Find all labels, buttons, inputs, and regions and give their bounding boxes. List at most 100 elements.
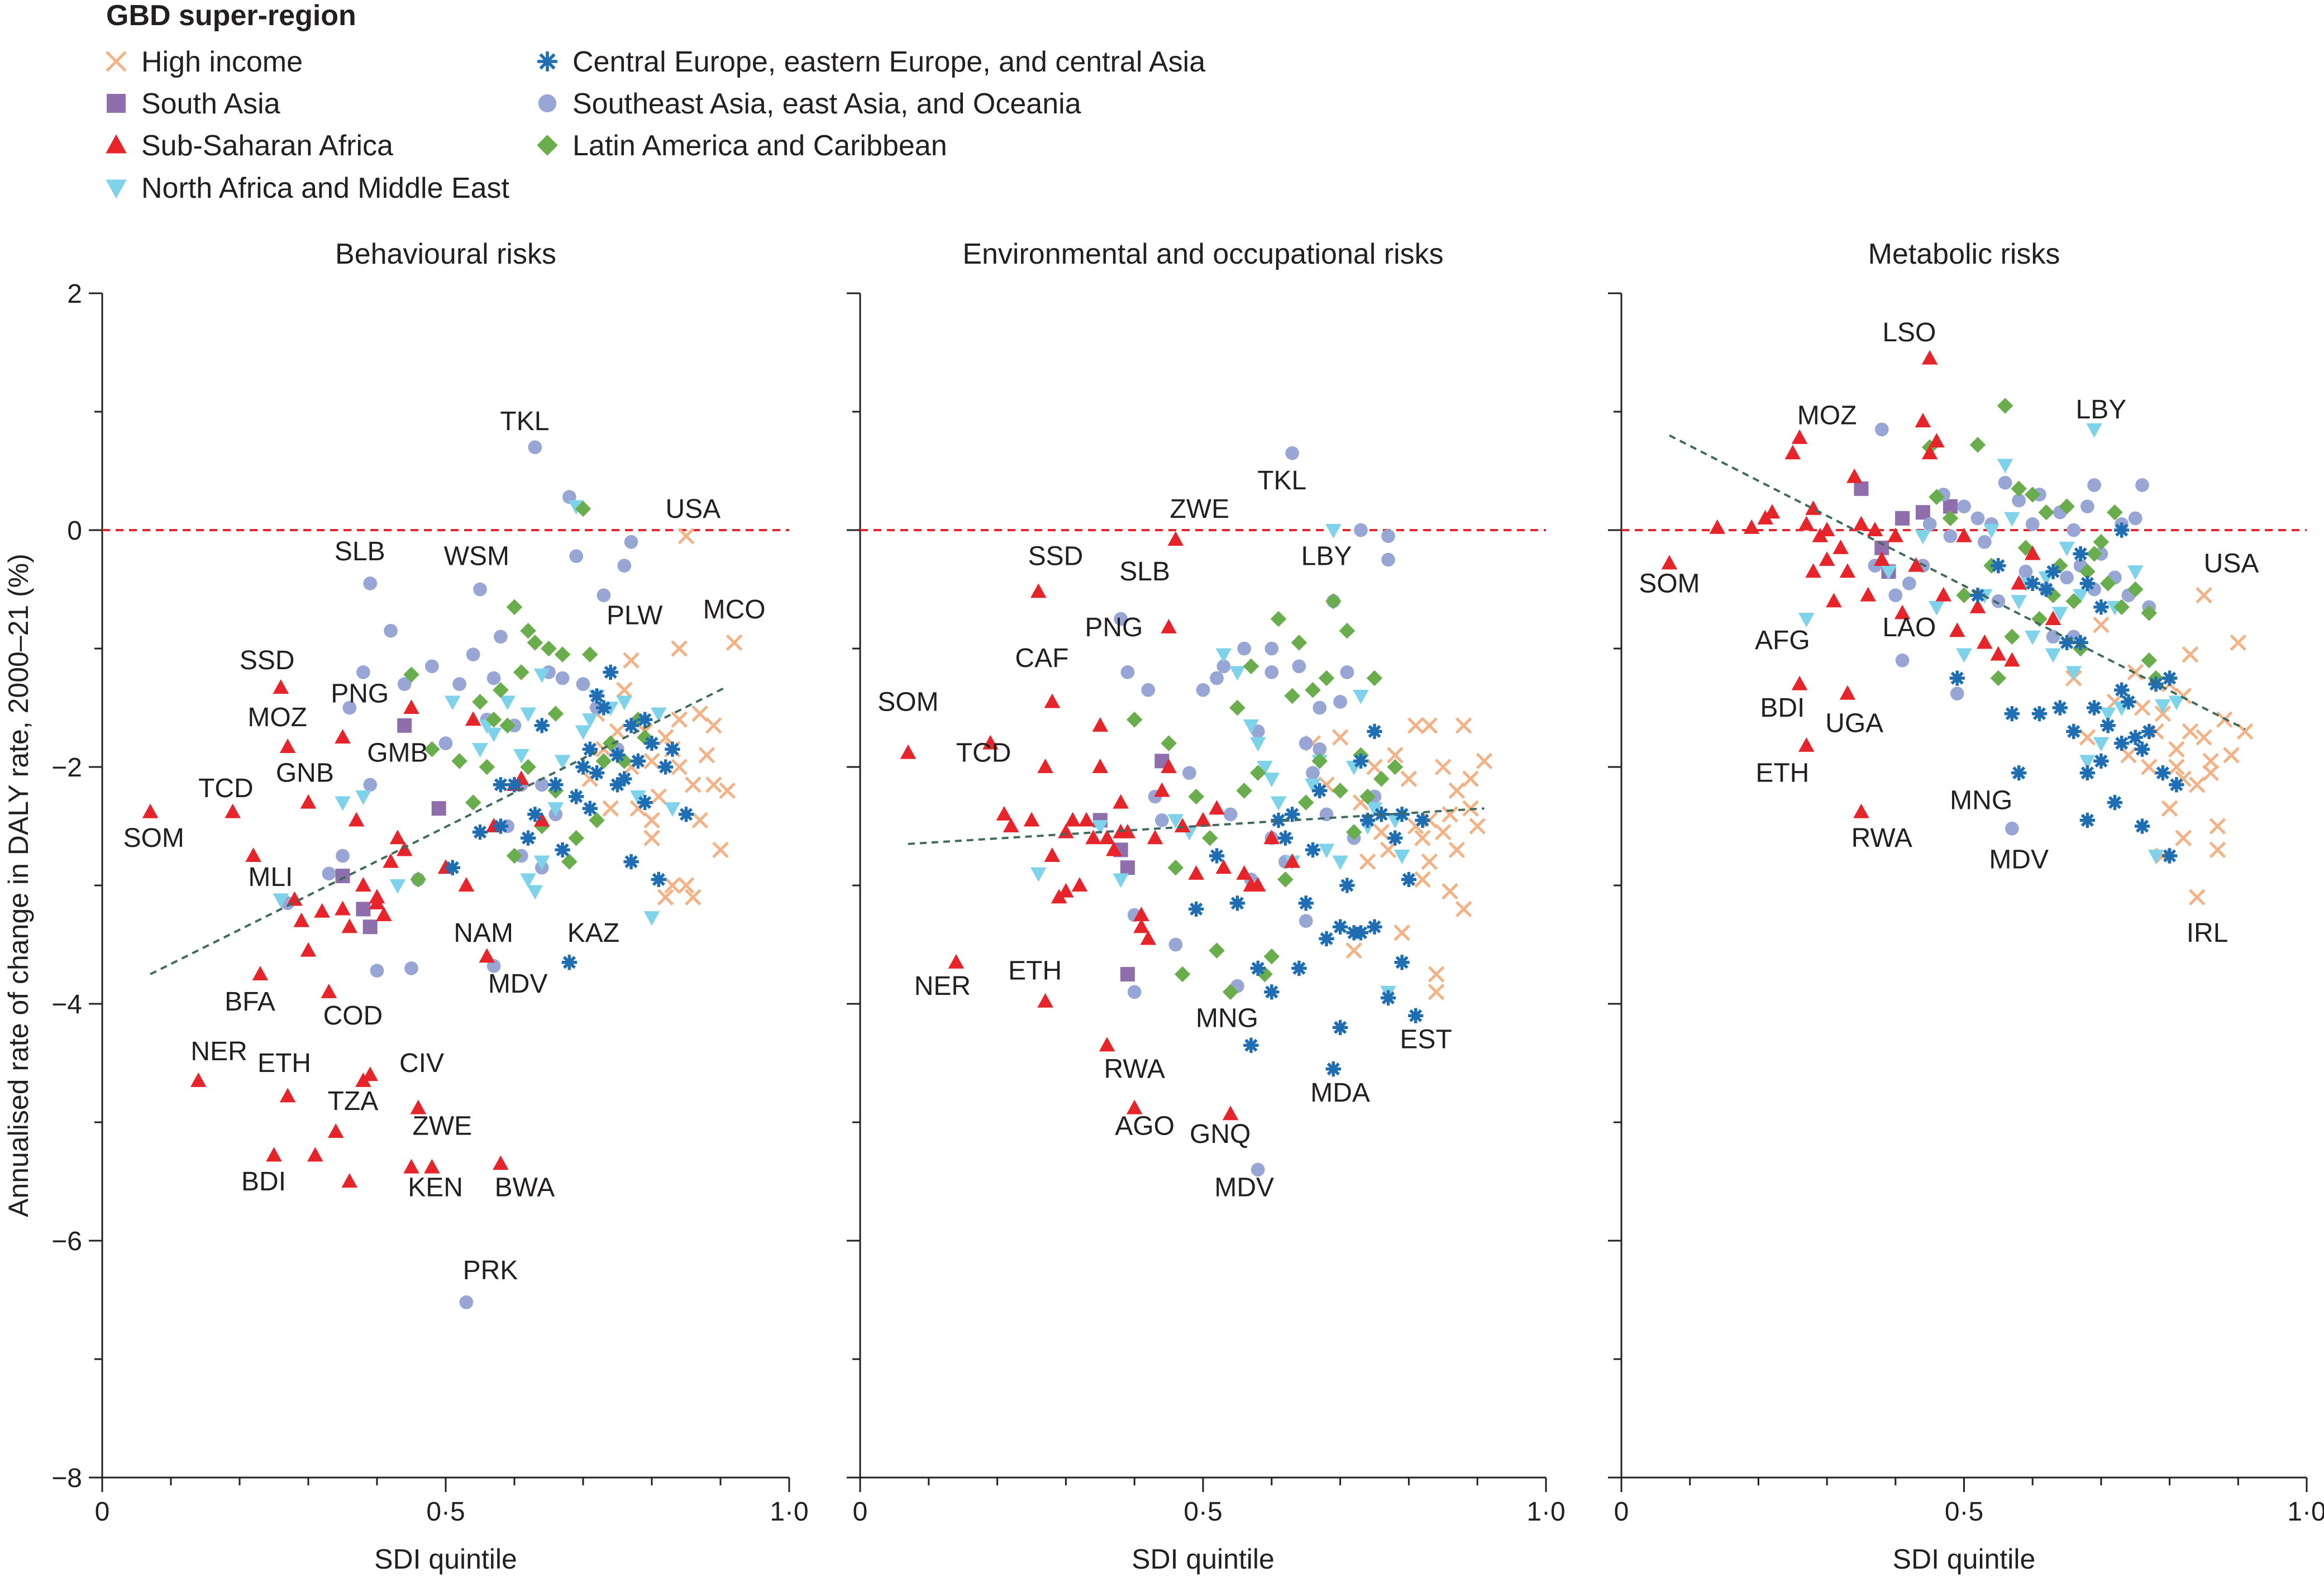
x-axis-label: SDI quintile: [374, 1543, 517, 1575]
point-hi: [1476, 752, 1493, 770]
point-nam: [2127, 565, 2144, 580]
point-ceca: [1264, 984, 1280, 1000]
country-label: KEN: [408, 1173, 463, 1203]
legend: GBD super-region High income South Asia Su…: [106, 0, 1205, 204]
point-lac: [1284, 688, 1300, 704]
point-ssa: [403, 1159, 419, 1174]
point-ceca: [596, 700, 612, 716]
point-ceca: [2161, 848, 2178, 864]
point-nam: [582, 713, 598, 728]
point-nam: [520, 873, 536, 888]
point-lac: [2107, 504, 2123, 521]
point-hi: [677, 527, 695, 545]
point-lac: [1956, 587, 1972, 603]
point-seao: [1313, 742, 1327, 756]
country-label: MDV: [1214, 1173, 1274, 1203]
trend-line: [150, 685, 728, 975]
point-lac: [493, 682, 509, 698]
point-ssa: [1126, 1099, 1143, 1114]
point-hi: [719, 782, 736, 799]
point-ssa: [1921, 350, 1938, 365]
point-ceca: [2004, 706, 2020, 722]
point-lac: [513, 664, 529, 680]
point-lac: [2059, 498, 2075, 514]
point-lac: [506, 599, 523, 616]
point-lac: [520, 622, 536, 639]
point-seao: [459, 1295, 474, 1309]
x-tick-label: 1·0: [770, 1497, 808, 1527]
point-nam: [2099, 707, 2116, 722]
point-nam: [513, 749, 529, 764]
point-ssa: [1791, 429, 1808, 444]
point-hi: [1373, 823, 1390, 841]
point-hi: [691, 812, 708, 829]
point-hi: [2120, 747, 2137, 764]
country-label: ETH: [1755, 759, 1809, 788]
point-nam: [630, 790, 646, 805]
point-lac: [1359, 788, 1376, 805]
point-ceca: [630, 753, 646, 769]
point-seao: [1114, 612, 1128, 626]
point-hi: [657, 889, 674, 906]
point-lac: [1188, 788, 1205, 805]
point-lac: [1305, 682, 1321, 698]
point-seao: [363, 778, 378, 792]
x-axis-label: SDI quintile: [1132, 1543, 1275, 1575]
panel-title: Environmental and occupational risks: [962, 238, 1443, 270]
point-ceca: [1284, 807, 1300, 822]
point-nam: [2155, 699, 2171, 714]
point-hi: [1448, 782, 1466, 799]
point-ceca: [644, 735, 660, 751]
point-ssa: [1161, 759, 1177, 774]
legend-label-hi: High income: [141, 46, 303, 78]
point-ssa: [287, 891, 303, 906]
point-seao: [1306, 766, 1320, 780]
point-ssa: [335, 900, 351, 916]
point-nam: [2072, 589, 2089, 604]
point-seao: [1381, 552, 1395, 567]
x-axis-label: SDI quintile: [1893, 1543, 2036, 1575]
point-lac: [1942, 510, 1959, 527]
legend-marker-sa: [107, 94, 126, 113]
point-nam: [1929, 601, 1945, 616]
point-ssa: [1140, 930, 1157, 945]
chart-panels: Behavioural risks 2 0 −2 −4 −6 −8 0 0·5 1·0 SDI qu…: [3, 238, 2324, 1575]
point-nam: [1983, 523, 2000, 539]
point-hi: [664, 877, 681, 894]
point-hi: [691, 705, 708, 722]
point-lac: [2086, 546, 2102, 562]
point-ceca: [589, 765, 605, 781]
point-ceca: [493, 818, 509, 834]
point-hi: [2168, 759, 2185, 775]
country-label: USA: [665, 494, 720, 524]
point-lac: [1161, 735, 1177, 751]
point-ssa: [948, 954, 965, 969]
point-ssa: [341, 918, 358, 933]
point-nam: [2168, 695, 2185, 711]
point-hi: [650, 788, 667, 805]
point-hi: [2168, 741, 2185, 757]
y-tick-label: −4: [51, 990, 82, 1019]
point-ssa: [279, 1088, 296, 1103]
country-label: BDI: [1760, 693, 1805, 723]
point-ssa: [1887, 527, 1904, 542]
point-ssa: [252, 966, 269, 981]
point-ssa: [335, 729, 351, 744]
point-ssa: [1167, 531, 1184, 546]
point-ssa: [1037, 759, 1053, 774]
point-hi: [1345, 942, 1362, 959]
point-seao: [494, 630, 508, 644]
point-seao: [1285, 446, 1299, 460]
point-ssa: [1133, 907, 1149, 922]
point-lac: [2051, 557, 2068, 574]
point-nam: [2065, 666, 2082, 681]
country-label: MNG: [1196, 1003, 1258, 1033]
y-axis-label: Annualised rate of change in DALY rate, …: [3, 554, 34, 1217]
point-seao: [1874, 422, 1889, 437]
point-ceca: [2039, 582, 2054, 597]
point-ssa: [410, 1099, 427, 1114]
point-seao: [384, 623, 398, 638]
point-nam: [1325, 523, 1342, 539]
country-label: MDV: [488, 969, 548, 999]
point-ssa: [1154, 782, 1170, 797]
